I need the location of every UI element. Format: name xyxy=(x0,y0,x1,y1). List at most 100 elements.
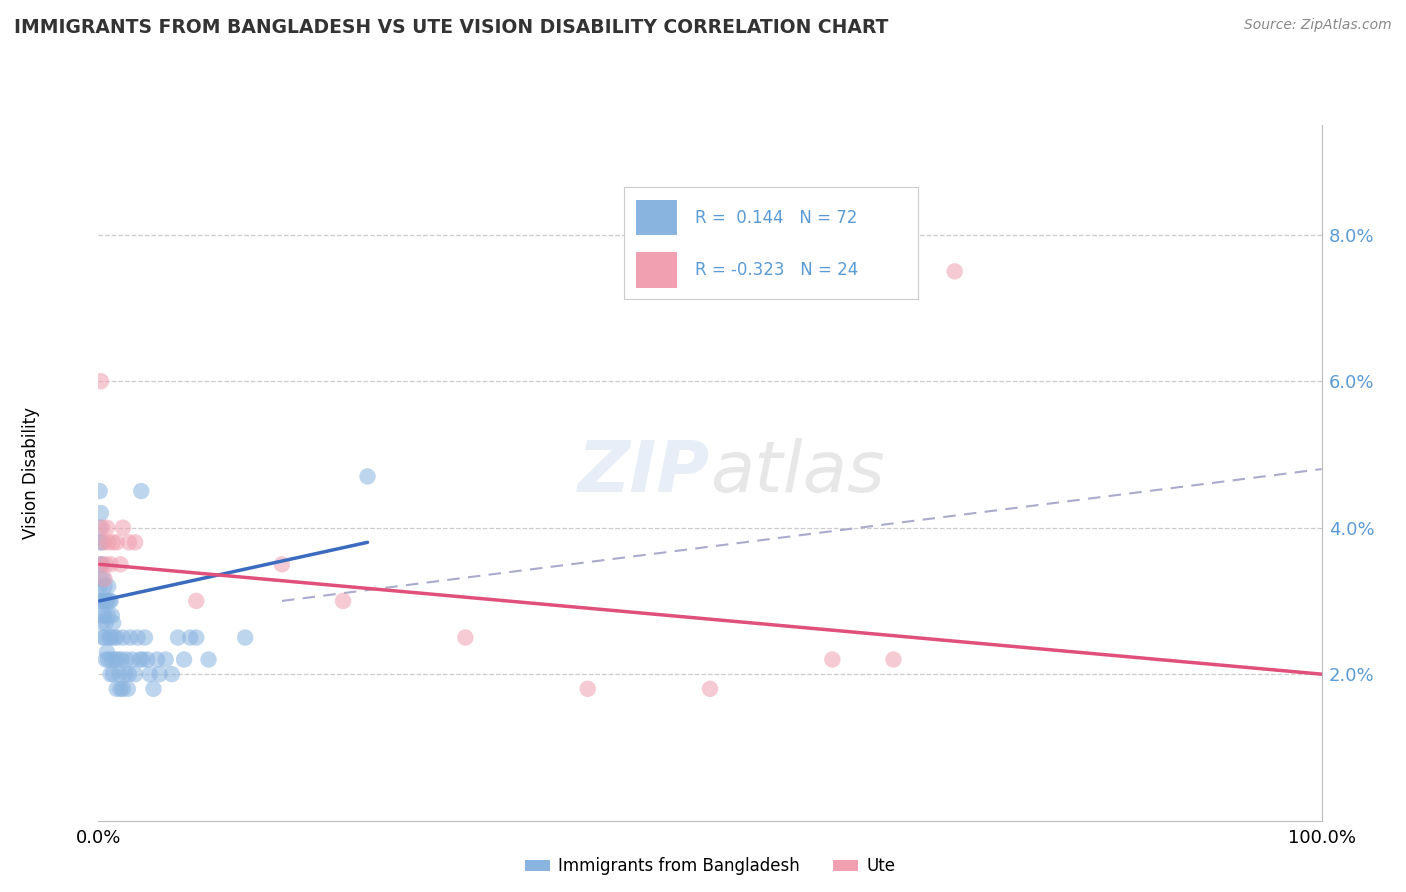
Point xyxy=(90,374,112,388)
Point xyxy=(91,535,114,549)
Point xyxy=(142,681,165,696)
Point xyxy=(131,652,153,666)
Point xyxy=(111,652,134,666)
Point xyxy=(89,535,111,549)
Point xyxy=(233,631,256,645)
Point xyxy=(129,652,152,666)
Point xyxy=(101,535,124,549)
Point xyxy=(136,652,159,666)
Point xyxy=(129,484,152,499)
Point xyxy=(821,652,844,666)
Point xyxy=(90,572,112,586)
Point xyxy=(124,535,146,549)
Point xyxy=(110,558,132,572)
Point xyxy=(91,608,114,623)
Point xyxy=(356,469,378,483)
Point xyxy=(94,558,117,572)
Point xyxy=(186,594,208,608)
Point xyxy=(97,652,120,666)
Point xyxy=(93,579,115,593)
Point xyxy=(115,652,138,666)
Point xyxy=(943,264,966,278)
Point xyxy=(91,594,114,608)
Point xyxy=(91,535,114,549)
Point xyxy=(167,631,190,645)
Point xyxy=(127,631,149,645)
Point xyxy=(118,535,141,549)
Text: Vision Disability: Vision Disability xyxy=(22,407,41,539)
Point xyxy=(117,681,139,696)
Point xyxy=(160,667,183,681)
Text: Source: ZipAtlas.com: Source: ZipAtlas.com xyxy=(1244,18,1392,32)
Legend: Immigrants from Bangladesh, Ute: Immigrants from Bangladesh, Ute xyxy=(517,851,903,882)
Point xyxy=(105,681,128,696)
Point xyxy=(100,631,122,645)
Point xyxy=(107,652,129,666)
Point xyxy=(108,667,131,681)
Point xyxy=(699,681,721,696)
Point xyxy=(97,535,120,549)
Point xyxy=(96,521,118,535)
Point xyxy=(111,521,134,535)
Point xyxy=(100,594,122,608)
Point xyxy=(98,631,121,645)
Point xyxy=(94,615,117,630)
FancyBboxPatch shape xyxy=(636,200,678,235)
Point xyxy=(94,594,117,608)
Point xyxy=(96,645,118,659)
Point xyxy=(124,667,146,681)
FancyBboxPatch shape xyxy=(636,252,678,288)
Point xyxy=(134,631,156,645)
Point xyxy=(91,631,114,645)
Point xyxy=(89,521,111,535)
Point xyxy=(155,652,177,666)
Point xyxy=(103,631,125,645)
Point xyxy=(105,631,128,645)
Point xyxy=(91,572,114,586)
Point xyxy=(91,615,114,630)
Point xyxy=(91,521,114,535)
Point xyxy=(111,681,134,696)
Point xyxy=(111,631,134,645)
Point xyxy=(454,631,477,645)
Point xyxy=(173,652,195,666)
Point xyxy=(101,652,124,666)
Point xyxy=(93,608,115,623)
Point xyxy=(101,667,124,681)
Point xyxy=(110,681,132,696)
Point xyxy=(98,594,121,608)
Text: ZIP: ZIP xyxy=(578,438,710,508)
Text: R = -0.323   N = 24: R = -0.323 N = 24 xyxy=(695,260,858,279)
Point xyxy=(93,572,115,586)
Point xyxy=(89,484,111,499)
Point xyxy=(101,615,124,630)
Point xyxy=(89,594,111,608)
Point xyxy=(883,652,905,666)
Point xyxy=(89,558,111,572)
Point xyxy=(146,652,169,666)
Point xyxy=(197,652,219,666)
Text: R =  0.144   N = 72: R = 0.144 N = 72 xyxy=(695,209,858,227)
Point xyxy=(139,667,162,681)
Point xyxy=(105,535,128,549)
Point xyxy=(91,558,114,572)
Point xyxy=(179,631,201,645)
Point xyxy=(101,608,124,623)
Point xyxy=(96,594,118,608)
Point xyxy=(94,652,117,666)
Point xyxy=(149,667,172,681)
Point xyxy=(576,681,599,696)
Point xyxy=(332,594,354,608)
Point xyxy=(104,652,127,666)
Point xyxy=(118,667,141,681)
Point xyxy=(100,558,122,572)
Point xyxy=(100,667,122,681)
Point xyxy=(120,631,142,645)
Point xyxy=(90,558,112,572)
Point xyxy=(186,631,208,645)
Point xyxy=(93,631,115,645)
Point xyxy=(90,506,112,520)
Text: IMMIGRANTS FROM BANGLADESH VS UTE VISION DISABILITY CORRELATION CHART: IMMIGRANTS FROM BANGLADESH VS UTE VISION… xyxy=(14,18,889,37)
Point xyxy=(270,558,294,572)
Point xyxy=(121,652,143,666)
